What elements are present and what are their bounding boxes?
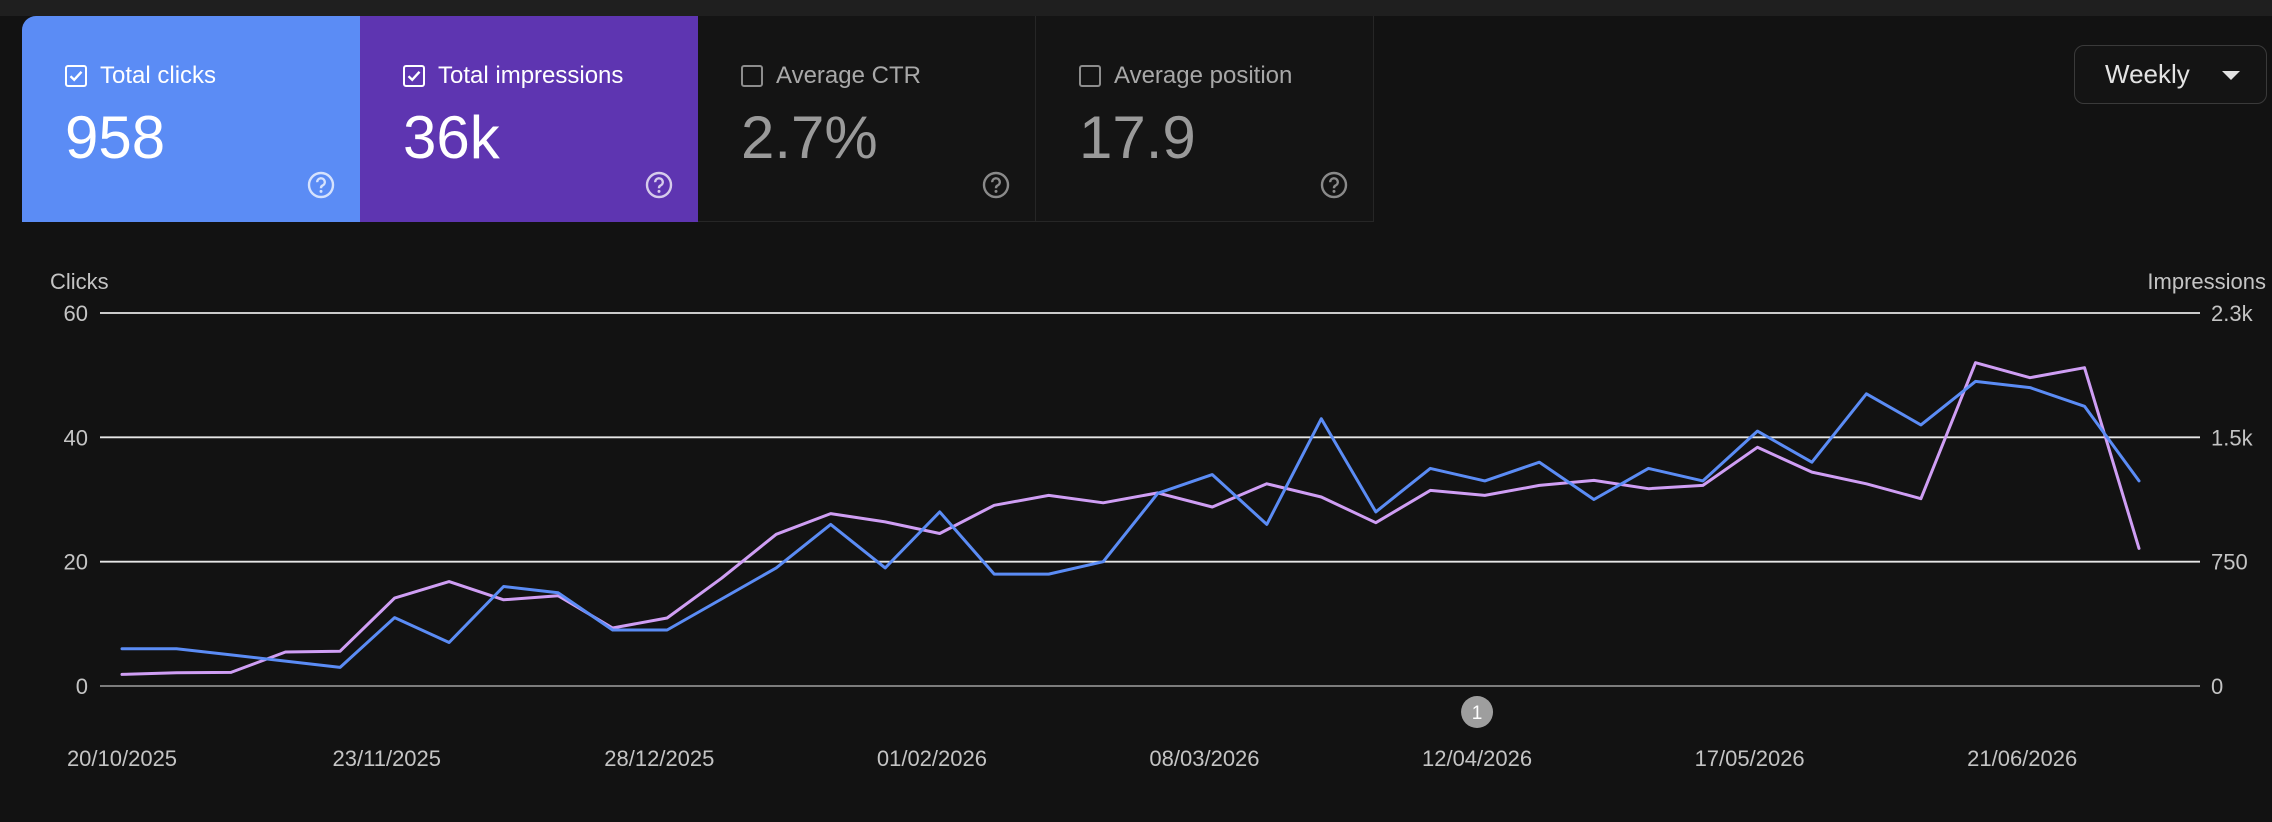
metric-card-header: Average position [1079,62,1292,90]
metric-value: 36k [403,104,500,171]
checkbox-unchecked-icon[interactable] [1079,65,1101,87]
window-top-strip [0,0,2272,16]
metric-label: Total clicks [100,62,217,89]
metric-card-average-ctr[interactable]: Average CTR 2.7% [698,16,1036,222]
caret-down-icon [2222,71,2240,80]
right-tick-label: 2.3k [2211,301,2254,326]
x-tick-label: 23/11/2025 [333,746,441,771]
metric-value: 17.9 [1079,104,1196,171]
right-tick-label: 1.5k [2211,425,2254,450]
metric-card-header: Total clicks [65,62,216,90]
help-icon[interactable] [306,170,336,200]
left-tick-label: 60 [64,301,88,326]
metric-card-total-clicks[interactable]: Total clicks 958 [22,16,360,222]
metric-cards: Total clicks 958 Total impressions 36k A… [22,16,1374,222]
x-tick-label: 21/06/2026 [1967,746,2077,771]
checkbox-checked-icon[interactable] [65,65,87,87]
metric-value: 958 [65,104,166,171]
metric-card-header: Average CTR [741,62,921,90]
period-label: Weekly [2105,59,2190,89]
metric-label: Total impressions [438,62,624,89]
x-tick-label: 28/12/2025 [604,746,714,771]
metric-label: Average CTR [776,62,921,89]
help-icon[interactable] [1319,170,1349,200]
x-tick-label: 12/04/2026 [1422,746,1532,771]
left-tick-label: 0 [76,674,88,699]
annotation-badge[interactable] [1461,696,1494,728]
left-axis-title: Clicks [50,269,109,294]
checkbox-checked-icon[interactable] [403,65,425,87]
metric-card-average-position[interactable]: Average position 17.9 [1036,16,1374,222]
metric-value: 2.7% [741,104,878,171]
help-icon[interactable] [981,170,1011,200]
x-tick-label: 17/05/2026 [1695,746,1805,771]
period-dropdown[interactable]: Weekly [2074,45,2267,104]
x-tick-label: 20/10/2025 [67,746,177,771]
series-line-clicks [120,379,2141,669]
metric-card-header: Total impressions [403,62,623,90]
annotation-label: 1 [1472,703,1483,724]
right-axis-title: Impressions [2147,269,2266,294]
left-tick-label: 40 [64,425,88,450]
checkbox-unchecked-icon[interactable] [741,65,763,87]
metric-card-total-impressions[interactable]: Total impressions 36k [360,16,698,222]
x-tick-label: 01/02/2026 [877,746,987,771]
x-tick-label: 08/03/2026 [1149,746,1259,771]
right-tick-label: 0 [2211,674,2223,699]
right-tick-label: 750 [2211,550,2248,575]
series-line-impressions [120,361,2141,676]
help-icon[interactable] [644,170,674,200]
annotation-marker[interactable]: 1 [1461,696,1494,728]
left-tick-label: 20 [64,550,88,575]
metric-label: Average position [1114,62,1293,89]
